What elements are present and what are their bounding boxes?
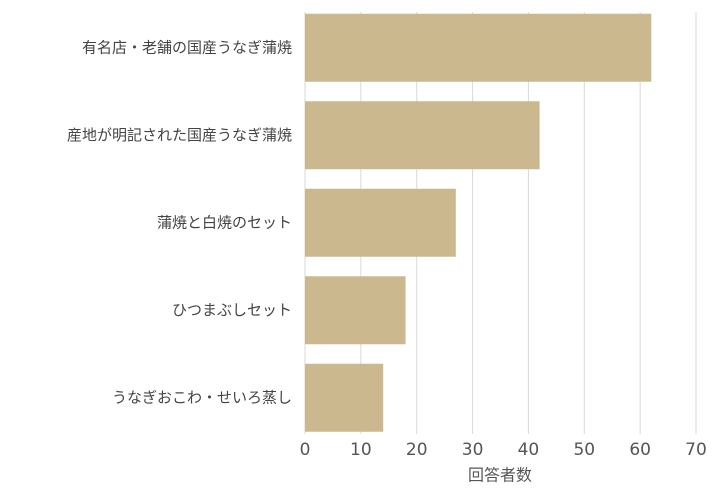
y-tick-label: うなぎおこわ・せいろ蒸し [112, 388, 292, 406]
bar [305, 363, 384, 432]
x-tick-label: 50 [573, 440, 595, 460]
bar [305, 276, 406, 345]
y-tick-label: 産地が明記された国産うなぎ蒲焼 [67, 126, 292, 144]
y-tick-label: 有名店・老舗の国産うなぎ蒲焼 [82, 38, 292, 56]
x-axis-label: 回答者数 [468, 466, 532, 485]
x-tick-label: 40 [518, 440, 540, 460]
y-tick-label: ひつまぶしセット [172, 301, 292, 319]
bar [305, 13, 652, 82]
x-tick-label: 30 [462, 440, 484, 460]
bar [305, 188, 456, 257]
x-tick-label: 20 [406, 440, 428, 460]
x-tick-label: 70 [685, 440, 707, 460]
x-tick-label: 10 [350, 440, 372, 460]
bar [305, 101, 540, 170]
x-tick-label: 0 [300, 440, 311, 460]
x-tick-label: 60 [629, 440, 651, 460]
y-tick-label: 蒲焼と白焼のセット [157, 213, 292, 231]
